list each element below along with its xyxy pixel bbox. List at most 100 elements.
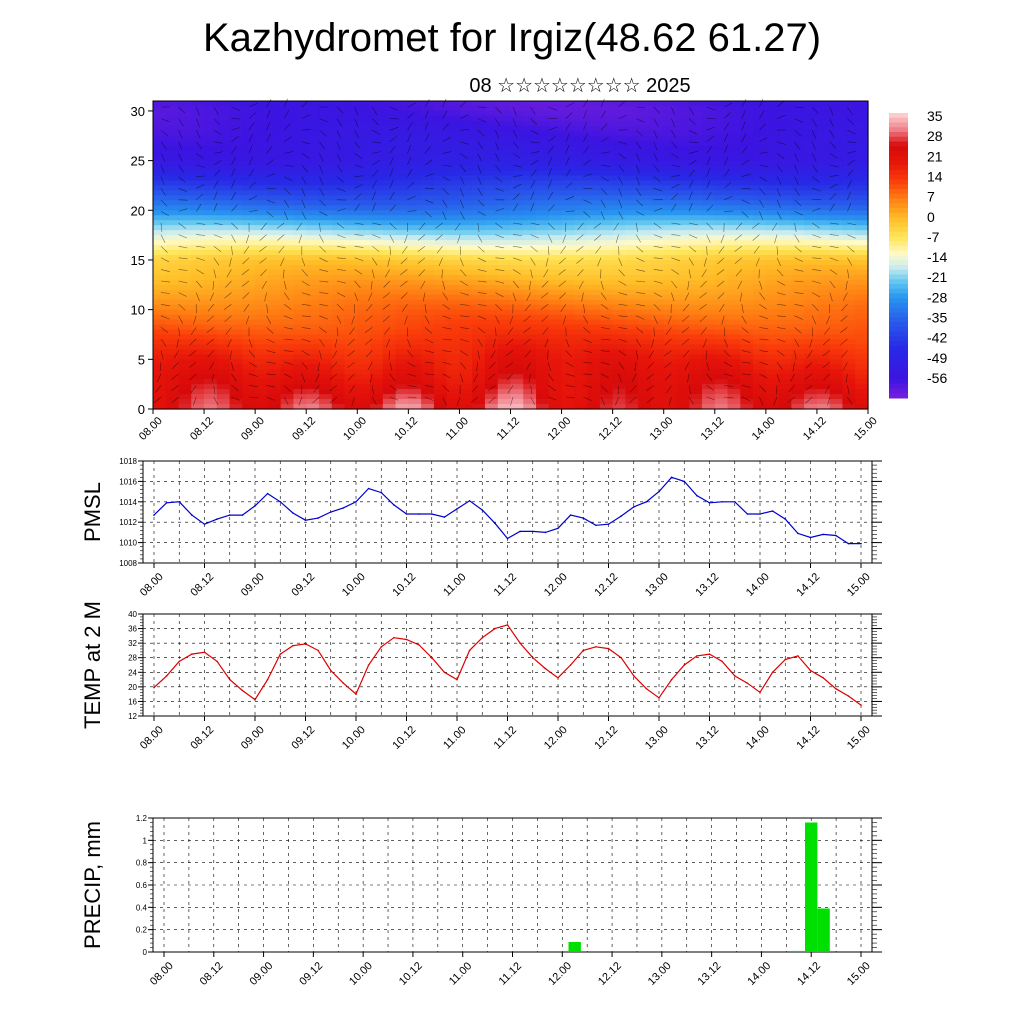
heatmap-cell bbox=[625, 245, 639, 251]
heatmap-cell bbox=[625, 200, 639, 206]
heatmap-cell bbox=[855, 250, 869, 256]
wind-barb bbox=[635, 141, 642, 150]
heatmap-cell bbox=[727, 304, 741, 311]
wind-barb bbox=[530, 202, 535, 212]
heatmap-cell bbox=[574, 274, 588, 281]
wind-barb bbox=[512, 203, 519, 212]
heatmap-cell bbox=[395, 220, 409, 226]
heatmap-cell bbox=[191, 210, 205, 216]
heatmap-cell bbox=[804, 399, 818, 405]
heatmap-cell bbox=[344, 230, 358, 236]
heatmap-cell bbox=[612, 354, 627, 360]
heatmap-cell bbox=[791, 180, 805, 187]
wind-barb bbox=[442, 98, 447, 108]
heatmap-cell bbox=[408, 304, 422, 311]
heatmap-cell bbox=[727, 374, 741, 380]
heatmap-cell bbox=[153, 160, 167, 167]
wind-barb bbox=[653, 187, 663, 192]
heatmap-cell bbox=[536, 235, 550, 241]
heatmap-cell bbox=[829, 230, 844, 236]
heatmap-cell bbox=[829, 344, 844, 350]
heatmap-cell bbox=[421, 404, 435, 410]
heatmap-cell bbox=[702, 304, 716, 311]
heatmap-cell bbox=[829, 180, 844, 187]
heatmap-cell bbox=[574, 339, 588, 346]
heatmap-cell bbox=[229, 165, 243, 172]
wind-barb bbox=[788, 385, 795, 393]
wind-barb bbox=[266, 373, 276, 376]
heatmap-cell bbox=[740, 359, 754, 365]
wind-barb bbox=[160, 199, 168, 207]
heatmap-cell bbox=[765, 240, 780, 246]
wind-barb bbox=[688, 234, 698, 239]
heatmap-cell bbox=[574, 230, 588, 236]
wind-barb bbox=[212, 280, 215, 291]
heatmap-cell bbox=[804, 379, 818, 385]
heatmap-cell bbox=[255, 210, 269, 216]
heatmap-cell bbox=[536, 150, 550, 157]
heatmap-cell bbox=[229, 264, 243, 271]
heatmap-cell bbox=[523, 230, 537, 236]
heatmap-cell bbox=[510, 394, 524, 400]
heatmap-cell bbox=[408, 369, 422, 375]
heatmap-cell bbox=[523, 205, 537, 211]
heatmap-cell bbox=[663, 284, 678, 291]
heatmap-cell bbox=[676, 245, 690, 251]
heatmap-cell bbox=[165, 220, 180, 226]
heatmap-cell bbox=[855, 379, 869, 385]
heatmap-cell bbox=[255, 195, 269, 201]
wind-barb bbox=[424, 304, 427, 314]
heatmap-cell bbox=[459, 165, 473, 172]
heatmap-cell bbox=[255, 364, 269, 370]
heatmap-cell bbox=[765, 155, 780, 162]
heatmap-cell bbox=[459, 289, 473, 296]
heatmap-cell bbox=[408, 101, 422, 107]
heatmap-cell bbox=[255, 155, 269, 162]
heatmap-cell bbox=[318, 245, 333, 251]
heatmap-cell bbox=[357, 394, 371, 400]
wind-barb bbox=[248, 122, 255, 131]
wind-barb bbox=[576, 257, 584, 264]
heatmap-cell bbox=[433, 354, 448, 360]
heatmap-cell bbox=[536, 259, 550, 266]
heatmap-cell bbox=[714, 145, 729, 152]
heatmap-cell bbox=[561, 160, 575, 167]
heatmap-cell bbox=[484, 394, 499, 400]
colorbar-segment bbox=[889, 374, 908, 380]
heatmap-cell bbox=[650, 404, 665, 410]
heatmap-cell bbox=[204, 389, 218, 395]
wind-barb bbox=[741, 304, 744, 314]
heatmap-cell bbox=[357, 150, 371, 157]
heatmap-cell bbox=[242, 195, 256, 201]
heatmap-cell bbox=[765, 215, 780, 221]
heatmap-cell bbox=[216, 205, 231, 211]
pmsl-point bbox=[620, 515, 622, 517]
heatmap-cell bbox=[484, 220, 499, 226]
heatmap-cell bbox=[753, 210, 767, 216]
wind-barb bbox=[635, 176, 641, 185]
x-tick-label: 08.12 bbox=[188, 724, 216, 752]
wind-barb bbox=[540, 292, 549, 299]
heatmap-cell bbox=[689, 324, 703, 331]
heatmap-cell bbox=[536, 215, 550, 221]
wind-barb bbox=[681, 315, 690, 322]
heatmap-cell bbox=[306, 379, 320, 385]
pmsl-point bbox=[405, 513, 408, 515]
heatmap-cell bbox=[204, 165, 218, 172]
heatmap-cell bbox=[638, 160, 652, 167]
heatmap-cell bbox=[676, 289, 690, 296]
heatmap-cell bbox=[778, 304, 792, 311]
heatmap-cell bbox=[267, 155, 282, 162]
heatmap-cell bbox=[459, 101, 473, 107]
colorbar-label: 35 bbox=[927, 108, 943, 124]
heatmap-cell bbox=[229, 130, 243, 137]
heatmap-cell bbox=[153, 364, 167, 370]
x-tick-label: 09.00 bbox=[239, 571, 267, 599]
heatmap-cell bbox=[408, 125, 422, 132]
heatmap-cell bbox=[306, 135, 320, 142]
heatmap-cell bbox=[408, 200, 422, 206]
heatmap-cell bbox=[804, 125, 818, 132]
wind-barb bbox=[829, 257, 839, 262]
heatmap-cell bbox=[242, 304, 256, 311]
heatmap-cell bbox=[791, 145, 805, 152]
